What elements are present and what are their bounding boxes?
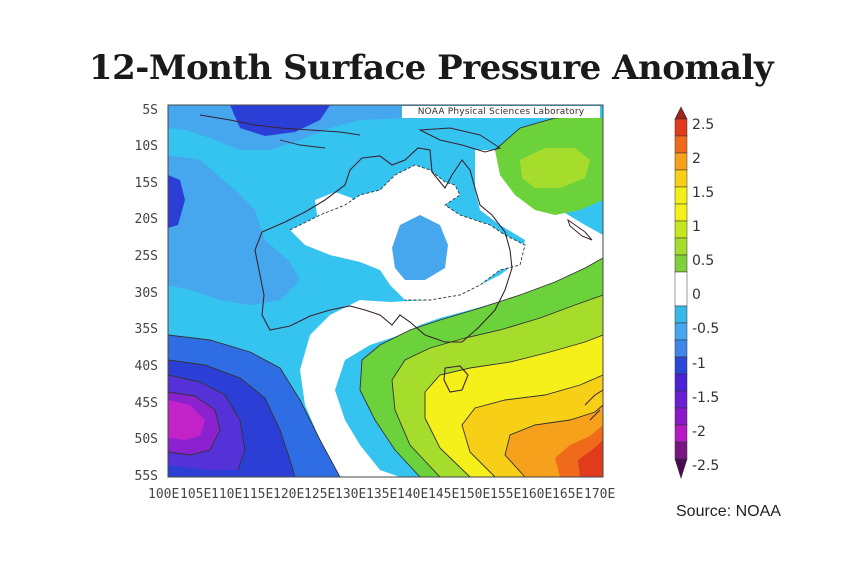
x-tick-label: 165E: [552, 487, 584, 502]
x-tick-label: 115E: [242, 487, 274, 502]
x-tick-label: 145E: [428, 487, 460, 502]
x-tick-label: 105E: [180, 487, 212, 502]
contour-lines: [168, 114, 603, 477]
fill-white-east: [300, 150, 603, 477]
x-tick-label: 150E: [459, 487, 491, 502]
source-caption: Source: NOAA: [676, 503, 781, 520]
x-tick-label: 125E: [304, 487, 336, 502]
y-tick-label: 30S: [134, 286, 158, 301]
chart-title: 12-Month Surface Pressure Anomaly: [88, 48, 774, 88]
fill-blue-interior: [392, 215, 448, 280]
tasmania-outline: [443, 365, 469, 393]
x-tick-label: 100E: [148, 487, 180, 502]
colorbar-tick-label: -2: [692, 424, 706, 440]
colorbar-tick-label: 1.5: [692, 185, 715, 201]
y-tick-label: 25S: [134, 249, 158, 264]
fill-darkblue-north: [230, 105, 330, 136]
fill-darkblue-west: [168, 175, 185, 228]
map-frame: [167, 104, 604, 478]
x-tick-label: 140E: [397, 487, 429, 502]
x-tick-label: 130E: [335, 487, 367, 502]
fill-lightgreen-ne: [520, 148, 590, 188]
colorbar: [674, 106, 688, 479]
colorbar-tick-label: 0: [692, 287, 701, 303]
colorbar-tick-label: -2.5: [692, 458, 720, 474]
new-guinea-outline: [418, 127, 502, 153]
colorbar-tick-label: -0.5: [692, 321, 720, 337]
colorbar-tick-label: 2.5: [692, 117, 715, 133]
anomaly-contours: [168, 105, 603, 477]
y-tick-label: 20S: [134, 212, 158, 227]
new-zealand-outline: [584, 389, 603, 421]
colorbar-tick-label: 0.5: [692, 253, 715, 269]
x-tick-label: 135E: [366, 487, 398, 502]
y-tick-label: 15S: [134, 176, 158, 191]
fill-red-se: [578, 440, 603, 477]
colorbar-tick-label: -1.5: [692, 390, 720, 406]
colorbar-tick-label: 1: [692, 219, 701, 235]
x-tick-label: 155E: [490, 487, 522, 502]
x-tick-label: 170E: [584, 487, 616, 502]
colorbar-bottom-triangle: [674, 458, 688, 479]
colorbar-top-triangle: [674, 106, 688, 120]
y-tick-label: 55S: [134, 469, 158, 484]
australia-outline: [254, 147, 513, 343]
y-tick-label: 35S: [134, 322, 158, 337]
x-tick-label: 160E: [521, 487, 553, 502]
y-tick-label: 45S: [134, 396, 158, 411]
y-tick-label: 50S: [134, 432, 158, 447]
new-caledonia-outline: [567, 218, 593, 241]
colorbar-tick-label: -1: [692, 356, 706, 372]
fill-magenta-sw: [168, 400, 205, 440]
y-tick-label: 10S: [134, 139, 158, 154]
fill-blue-west: [168, 155, 300, 305]
colorbar-tick-label: 2: [692, 151, 701, 167]
y-tick-label: 5S: [142, 103, 158, 118]
y-tick-label: 40S: [134, 359, 158, 374]
x-tick-label: 110E: [211, 487, 243, 502]
x-tick-label: 120E: [273, 487, 305, 502]
indonesia-outline: [199, 114, 361, 149]
credit-label: NOAA Physical Sciences Laboratory: [402, 106, 600, 118]
